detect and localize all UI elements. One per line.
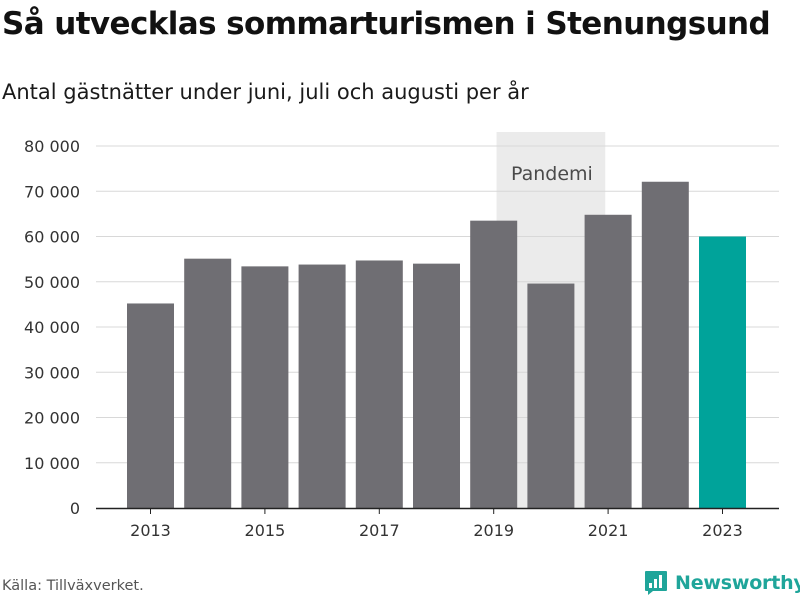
source-note: Källa: Tillväxverket. [2, 578, 144, 594]
y-tick-label: 40 000 [24, 318, 80, 337]
y-tick-label: 70 000 [24, 182, 80, 201]
x-tick-label: 2013 [130, 521, 171, 540]
bar-2023 [699, 236, 746, 508]
chart-subtitle: Antal gästnätter under juni, juli och au… [2, 80, 529, 104]
y-tick-label: 60 000 [24, 228, 80, 247]
bar-2018 [413, 263, 460, 508]
bar-2016 [298, 264, 346, 508]
bar-2021 [584, 214, 632, 508]
bar-2015 [241, 266, 289, 508]
x-tick-label: 2019 [473, 521, 514, 540]
bar-2017 [355, 260, 403, 508]
bar-2013 [127, 303, 174, 508]
y-tick-label: 10 000 [24, 454, 80, 473]
brand-name: Newsworthy [675, 572, 800, 594]
y-tick-label: 50 000 [24, 273, 80, 292]
y-tick-label: 30 000 [24, 363, 80, 382]
newsworthy-brand[interactable]: Newsworthy [644, 568, 800, 598]
x-tick-label: 2023 [702, 521, 743, 540]
y-tick-label: 20 000 [24, 409, 80, 428]
newsworthy-logo-icon [645, 571, 667, 595]
y-tick-label: 80 000 [24, 137, 80, 156]
y-tick-label: 0 [70, 499, 80, 518]
bar-2014 [184, 258, 232, 508]
chart-title: Så utvecklas sommarturismen i Stenungsun… [2, 6, 771, 42]
pandemic-label: Pandemi [511, 163, 593, 185]
bar-2019 [470, 220, 518, 508]
bar-2020 [527, 283, 575, 508]
x-tick-label: 2015 [245, 521, 286, 540]
x-tick-label: 2021 [588, 521, 629, 540]
x-tick-label: 2017 [359, 521, 400, 540]
bar-2022 [641, 181, 689, 508]
